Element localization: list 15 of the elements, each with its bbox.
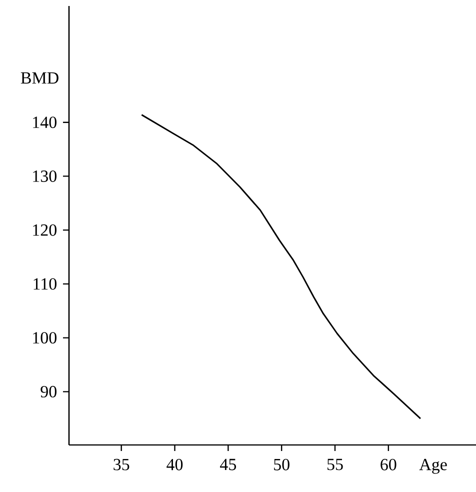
y-tick-label: 130 xyxy=(33,170,56,182)
x-axis-title: Age xyxy=(419,458,447,474)
x-tick-label: 55 xyxy=(327,458,343,470)
x-tick-label: 60 xyxy=(380,458,396,470)
x-tick-label: 35 xyxy=(114,458,130,470)
x-tick-label: 45 xyxy=(220,458,236,470)
line-series xyxy=(140,114,422,420)
y-tick-label: 110 xyxy=(34,278,56,290)
y-tick-label: 100 xyxy=(33,332,56,344)
y-tick-label: 140 xyxy=(33,116,56,128)
y-tick-label: 90 xyxy=(40,386,56,398)
x-tick-label: 40 xyxy=(166,458,183,470)
y-axis-title: BMD xyxy=(20,72,58,84)
x-tick-label: 50 xyxy=(274,458,290,470)
y-tick-label: 120 xyxy=(33,224,56,236)
